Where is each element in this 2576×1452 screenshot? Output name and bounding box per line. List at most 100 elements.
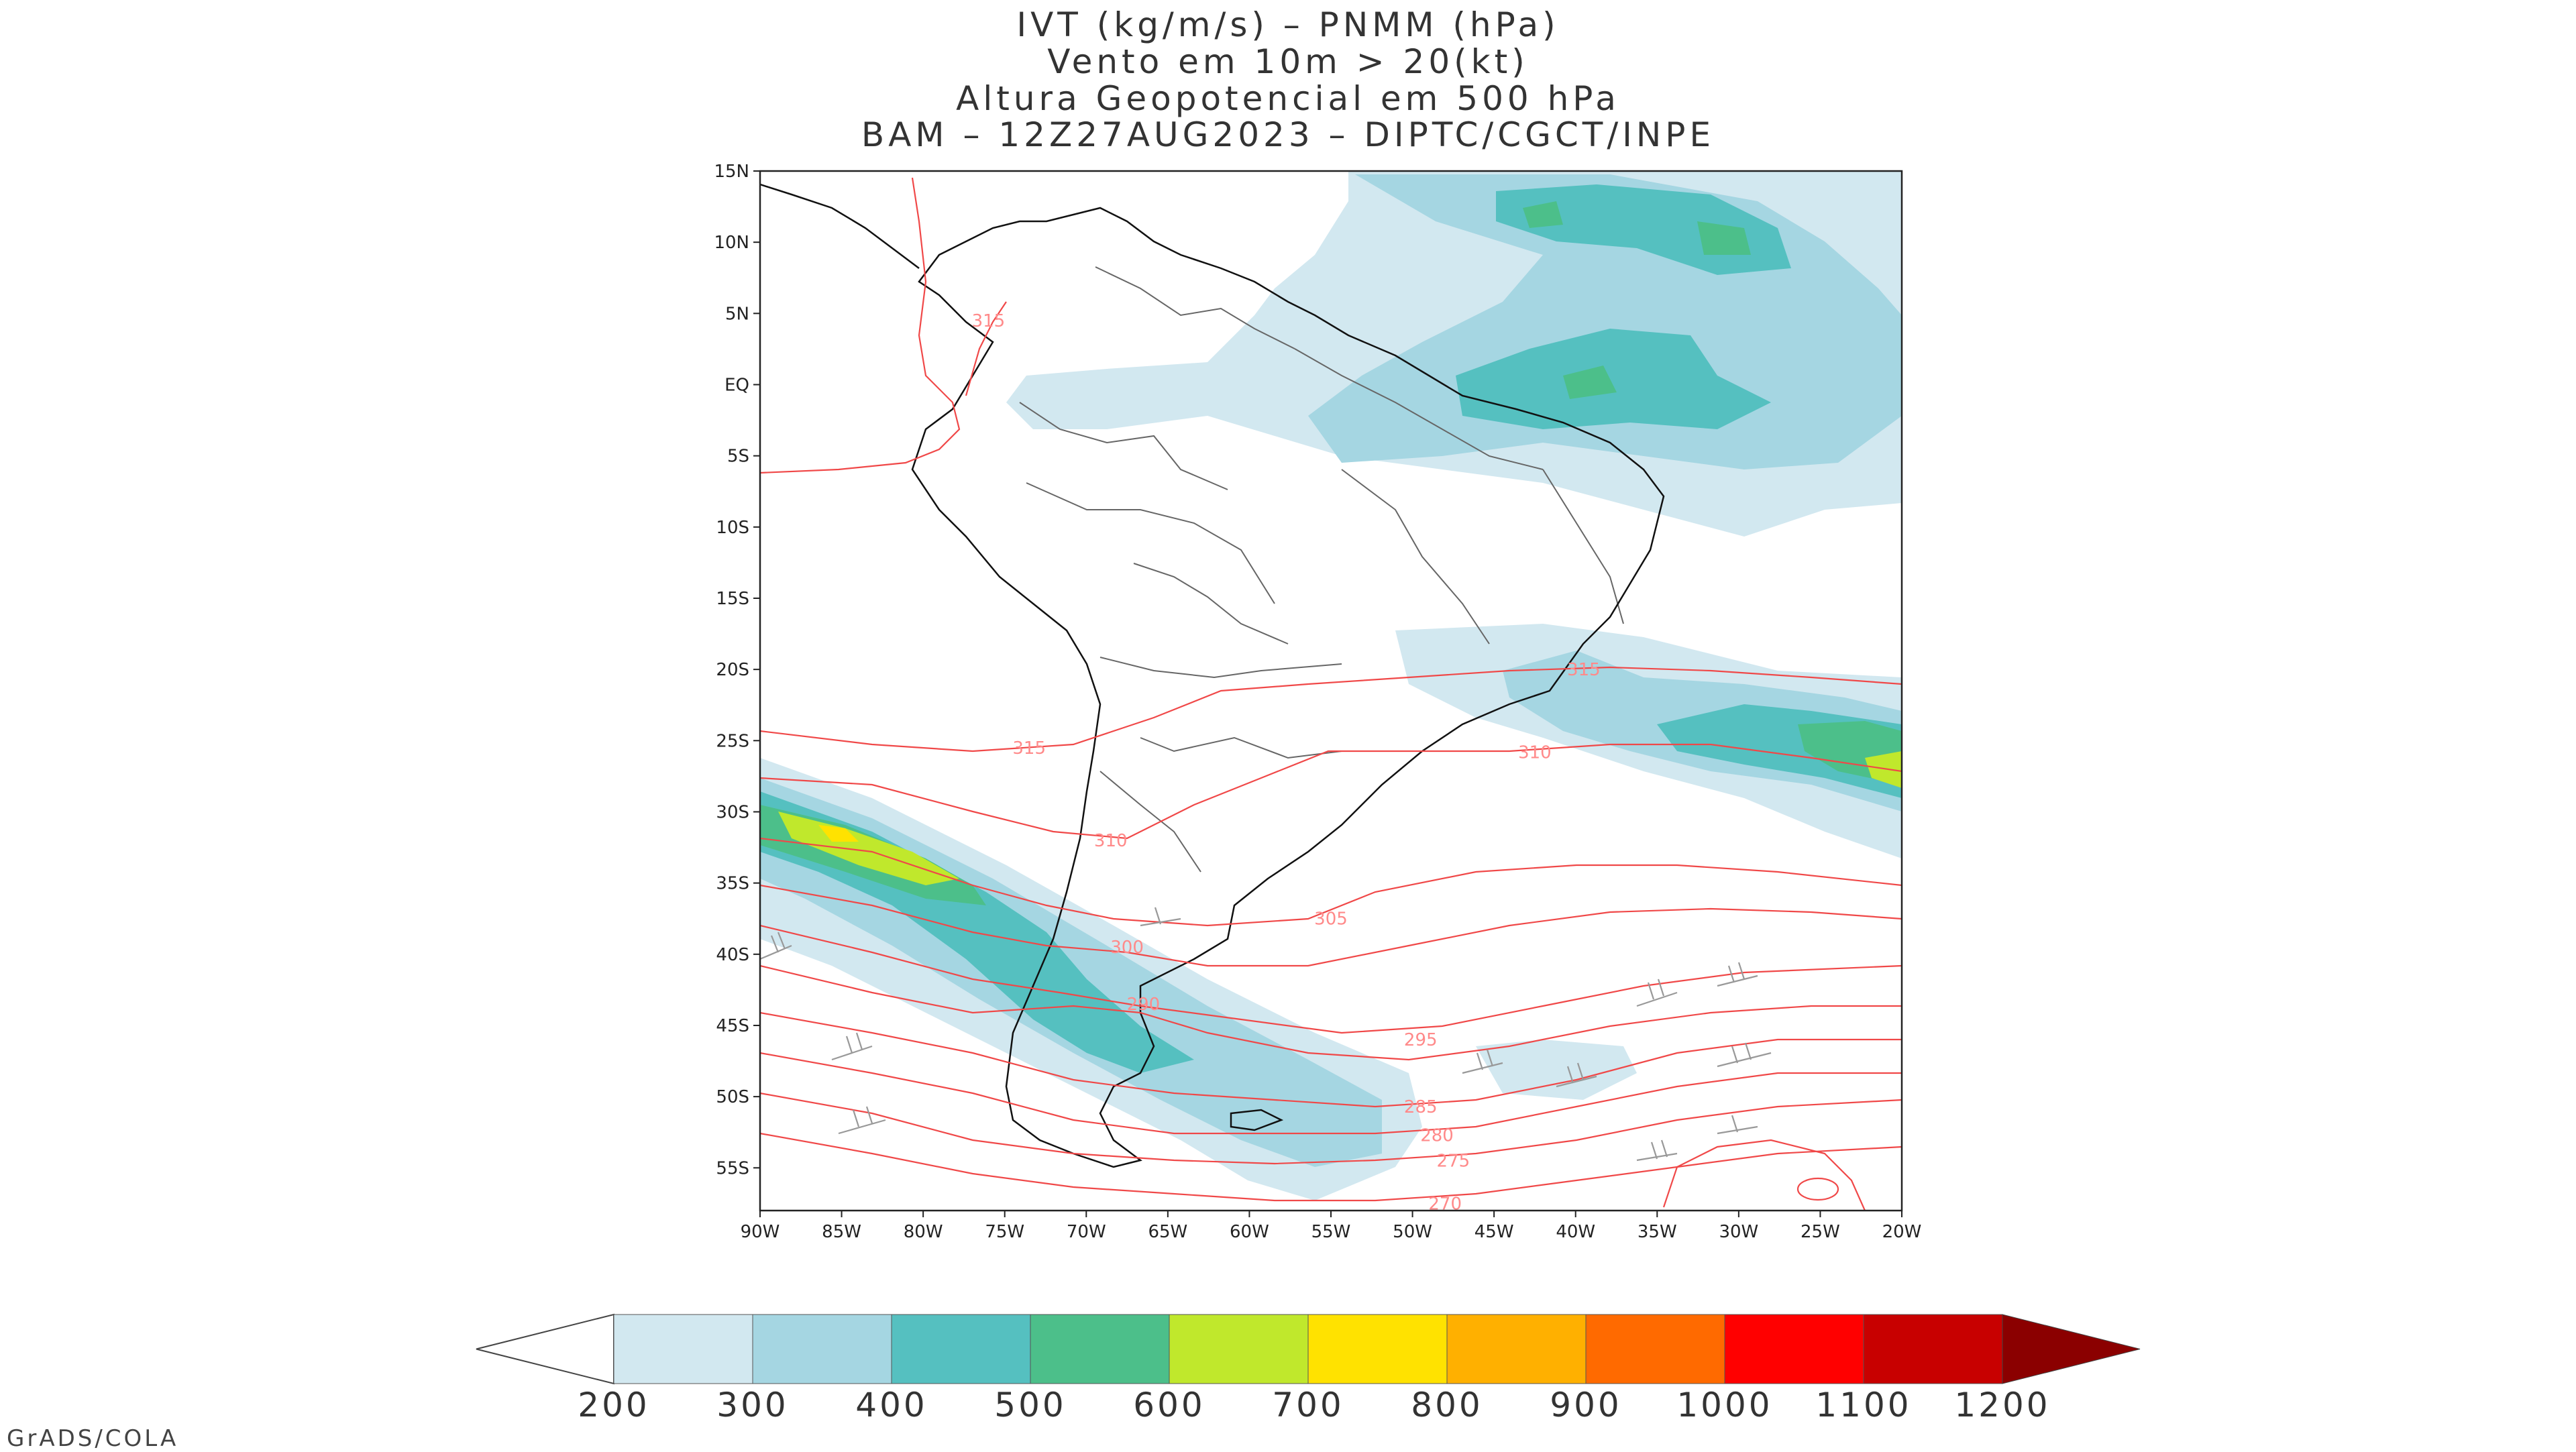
colorbar-label: 600 [1133, 1386, 1205, 1425]
contour-low [1662, 1139, 1866, 1211]
contour-label: 285 [1404, 1097, 1438, 1117]
lat-tick-label: 25S [716, 731, 749, 751]
lon-tick-label: 35W [1638, 1222, 1677, 1242]
colorbar-label: 300 [716, 1386, 788, 1425]
lat-tick-label: 5S [727, 447, 749, 467]
colorbar-label: 500 [994, 1386, 1066, 1425]
lon-tick-label: 45W [1474, 1222, 1514, 1242]
lon-tick-label: 80W [904, 1222, 943, 1242]
colorbar-label: 1200 [1954, 1386, 2050, 1425]
coastline [760, 183, 1665, 1168]
title-line-4: BAM – 12Z27AUG2023 – DIPTC/CGCT/INPE [861, 115, 1715, 154]
title-line-1: IVT (kg/m/s) – PNMM (hPa) [1016, 5, 1560, 44]
lon-tick-label: 70W [1067, 1222, 1106, 1242]
ivt-area-500-north [1523, 201, 1751, 399]
lat-tick-label: 45S [716, 1016, 749, 1036]
land-borders [1019, 266, 1624, 873]
title-line-3: Altura Geopotencial em 500 hPa [956, 79, 1620, 118]
contour-290 [760, 964, 1902, 1061]
colorbar-swatch [1724, 1314, 1864, 1384]
lat-tick-label: 20S [716, 660, 749, 680]
lat-tick-label: 50S [716, 1087, 749, 1107]
ivt-area-400-north-b [1456, 329, 1771, 429]
colorbar-swatch [891, 1314, 1031, 1384]
falklands [1230, 1109, 1284, 1131]
map-plot-area: 315 315 315 310 310 305 300 290 295 285 280 275 270 [760, 171, 1902, 1214]
lon-tick-label: 50W [1393, 1222, 1432, 1242]
colorbar-label: 700 [1272, 1386, 1344, 1425]
colorbar-swatch [1446, 1314, 1587, 1384]
wind-barbs [760, 907, 1772, 1162]
lon-tick-label: 85W [822, 1222, 861, 1242]
lon-tick-label: 20W [1882, 1222, 1922, 1242]
contour-label: 315 [1567, 660, 1601, 680]
lat-tick-label: 30S [716, 802, 749, 822]
colorbar-swatch [752, 1314, 892, 1384]
contour-315-north [760, 177, 961, 474]
colorbar-label: 200 [578, 1386, 649, 1425]
longitude-axis: 90W 85W 80W 75W 70W 65W 60W 55W 50W 45W 40W 35W 30W 2… [741, 1211, 1922, 1242]
ivt-area-600-sa [1865, 751, 1902, 788]
colorbar: 200 300 400 500 600 700 800 900 1000 1100 1200 [476, 1313, 2141, 1425]
lat-tick-label: 40S [716, 945, 749, 965]
lat-tick-label: 5N [725, 304, 749, 324]
lat-tick-label: 35S [716, 874, 749, 894]
contour-closed-low [1796, 1177, 1839, 1201]
ivt-area-700-ar [818, 825, 859, 842]
contour-label: 280 [1420, 1125, 1454, 1146]
south-america-coast [911, 207, 1665, 1168]
lat-tick-label: 15S [716, 589, 749, 609]
colorbar-swatch [1585, 1314, 1725, 1384]
lon-tick-label: 30W [1719, 1222, 1758, 1242]
contour-label: 315 [972, 311, 1006, 331]
contour-label: 270 [1428, 1194, 1462, 1214]
lat-tick-label: 15N [714, 162, 749, 182]
lon-tick-label: 25W [1801, 1222, 1840, 1242]
lon-tick-label: 60W [1230, 1222, 1269, 1242]
contour-285 [760, 1011, 1902, 1108]
geopotential-contours [760, 177, 1902, 1211]
contour-315-north-b [965, 301, 1007, 396]
central-america-coast [760, 183, 920, 269]
contour-305 [760, 837, 1902, 927]
contour-270 [760, 1132, 1902, 1202]
colorbar-label: 900 [1550, 1386, 1621, 1425]
colorbar-swatch [1169, 1314, 1309, 1384]
lon-tick-label: 90W [741, 1222, 780, 1242]
ivt-area-200-patagonia [1476, 1040, 1637, 1100]
contour-label: 310 [1094, 831, 1128, 851]
colorbar-swatch [1307, 1314, 1448, 1384]
ivt-shading [760, 171, 1902, 1200]
lat-tick-label: EQ [724, 375, 749, 395]
contour-310 [760, 743, 1902, 840]
lon-tick-label: 40W [1556, 1222, 1595, 1242]
contour-280 [760, 1052, 1902, 1135]
footer-credit: GrADS/COLA [7, 1425, 179, 1452]
lon-tick-label: 75W [985, 1222, 1024, 1242]
contour-label: 305 [1314, 909, 1348, 930]
lon-tick-label: 65W [1148, 1222, 1187, 1242]
contour-label: 295 [1404, 1030, 1438, 1050]
contour-labels: 315 315 315 310 310 305 300 290 295 285 280 275 270 [972, 311, 1601, 1214]
colorbar-swatch [1030, 1314, 1170, 1384]
lat-tick-label: 55S [716, 1158, 749, 1178]
colorbar-over-triangle [2002, 1314, 2141, 1384]
contour-label: 275 [1437, 1152, 1470, 1172]
lat-tick-label: 10S [716, 518, 749, 538]
contour-275 [760, 1092, 1902, 1165]
colorbar-label: 800 [1411, 1386, 1483, 1425]
contour-label: 300 [1110, 938, 1144, 958]
contour-300 [760, 884, 1902, 967]
latitude-axis: 15N 10N 5N EQ 5S 10S 15S 20S 25S 30S 35S 40S 45S 50S 5… [714, 162, 760, 1178]
lat-tick-label: 10N [714, 233, 749, 253]
colorbar-label: 1100 [1815, 1386, 1911, 1425]
title-line-2: Vento em 10m > 20(kt) [1047, 42, 1529, 81]
contour-315-south [760, 666, 1902, 752]
colorbar-label: 1000 [1676, 1386, 1772, 1425]
colorbar-label: 400 [855, 1386, 927, 1425]
colorbar-swatch [1863, 1314, 2003, 1384]
contour-label: 290 [1127, 995, 1161, 1015]
colorbar-under-triangle [476, 1313, 614, 1385]
colorbar-swatch [613, 1314, 753, 1384]
